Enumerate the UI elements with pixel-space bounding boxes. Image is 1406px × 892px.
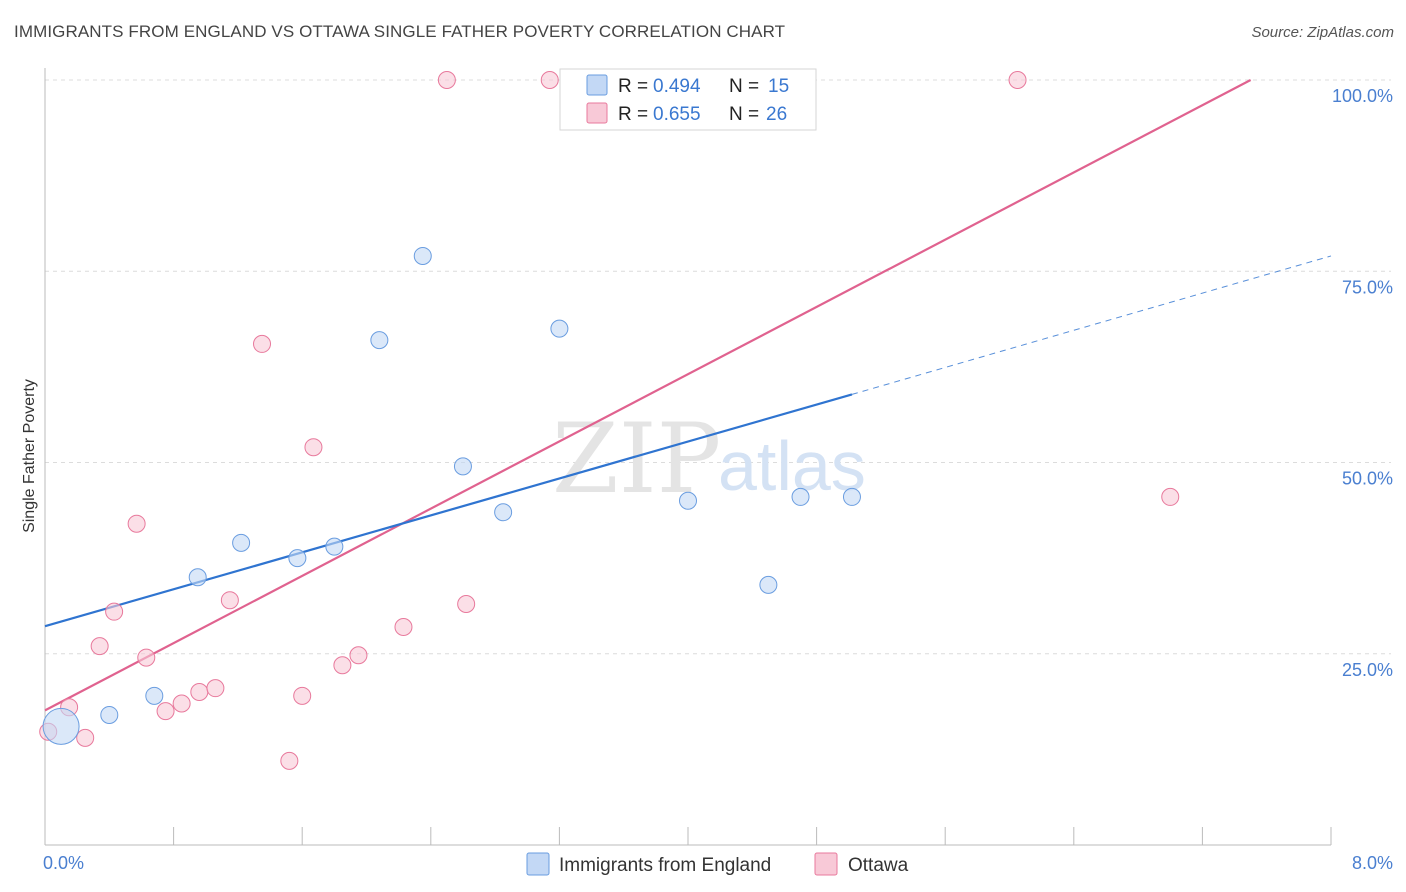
legend-n-value: 26	[766, 104, 787, 125]
x-tick-label: 0.0%	[43, 853, 84, 873]
axes	[44, 68, 1332, 846]
point-ottawa	[333, 656, 352, 675]
point-ottawa	[105, 602, 124, 621]
source-label: Source: ZipAtlas.com	[1251, 24, 1394, 41]
point-ottawa	[304, 438, 323, 457]
legend-swatch-england	[526, 852, 550, 876]
point-england	[842, 487, 861, 506]
point-ottawa	[1161, 487, 1180, 506]
trend-line-england	[44, 393, 853, 628]
y-tick-label: 75.0%	[1342, 277, 1393, 297]
watermark-atlas: atlas	[718, 427, 866, 505]
point-ottawa	[76, 728, 95, 747]
x-tick-label: 8.0%	[1352, 853, 1393, 873]
series-legend: Immigrants from England Ottawa	[526, 852, 909, 876]
point-ottawa	[172, 694, 191, 713]
point-ottawa	[127, 514, 146, 533]
legend-label-england: Immigrants from England	[559, 855, 771, 876]
legend-label-ottawa: Ottawa	[848, 855, 909, 876]
point-england	[188, 568, 207, 587]
y-tick-labels: 25.0% 50.0% 75.0% 100.0%	[1332, 86, 1393, 680]
legend-r-value: 0.494	[653, 76, 701, 97]
legend-swatch-england	[586, 74, 608, 96]
legend-swatch-ottawa	[814, 852, 838, 876]
point-ottawa	[457, 595, 476, 614]
point-ottawa	[90, 637, 109, 656]
trend-line-ottawa	[44, 79, 1252, 712]
point-england	[145, 686, 164, 705]
point-ottawa	[349, 646, 368, 665]
point-england	[370, 331, 389, 350]
point-ottawa	[293, 686, 312, 705]
point-england	[759, 575, 778, 594]
legend-n-label: N =	[729, 104, 759, 125]
y-axis-title: Single Father Poverty	[21, 379, 38, 533]
point-england	[679, 491, 697, 510]
legend-r-value: 0.655	[653, 104, 701, 125]
point-england	[791, 487, 810, 506]
legend-r-label: R =	[618, 104, 648, 125]
correlation-legend: R = 0.494 N = 15 R = 0.655 N = 26	[559, 68, 817, 131]
point-england	[100, 705, 119, 724]
point-england	[413, 246, 432, 265]
point-ottawa	[190, 683, 209, 701]
point-ottawa	[540, 71, 559, 89]
point-ottawa	[137, 648, 156, 667]
point-england	[325, 537, 344, 556]
y-tick-label: 25.0%	[1342, 660, 1393, 680]
point-ottawa	[437, 71, 456, 89]
legend-n-value: 15	[768, 76, 789, 97]
point-england	[288, 549, 307, 568]
point-ottawa	[394, 617, 413, 636]
point-england	[453, 457, 472, 476]
point-england	[550, 319, 569, 338]
legend-r-label: R =	[618, 76, 648, 97]
grid-lines	[45, 79, 1391, 655]
point-ottawa	[280, 751, 299, 770]
point-ottawa	[253, 334, 272, 353]
y-tick-label: 50.0%	[1342, 469, 1393, 489]
data-points	[39, 71, 1180, 770]
point-ottawa	[1008, 71, 1027, 89]
point-ottawa	[206, 679, 225, 698]
point-england	[232, 533, 251, 552]
legend-swatch-ottawa	[586, 102, 608, 124]
trend-lines	[44, 79, 1332, 712]
point-ottawa	[220, 591, 239, 610]
trend-line-england-extension	[851, 255, 1332, 395]
y-tick-label: 100.0%	[1332, 86, 1393, 106]
point-ottawa	[156, 702, 175, 721]
legend-n-label: N =	[729, 76, 759, 97]
chart-title: IMMIGRANTS FROM ENGLAND VS OTTAWA SINGLE…	[14, 22, 786, 41]
point-england	[494, 503, 513, 522]
x-tick-labels: 0.0% 8.0%	[43, 853, 1393, 873]
point-england	[42, 707, 80, 745]
